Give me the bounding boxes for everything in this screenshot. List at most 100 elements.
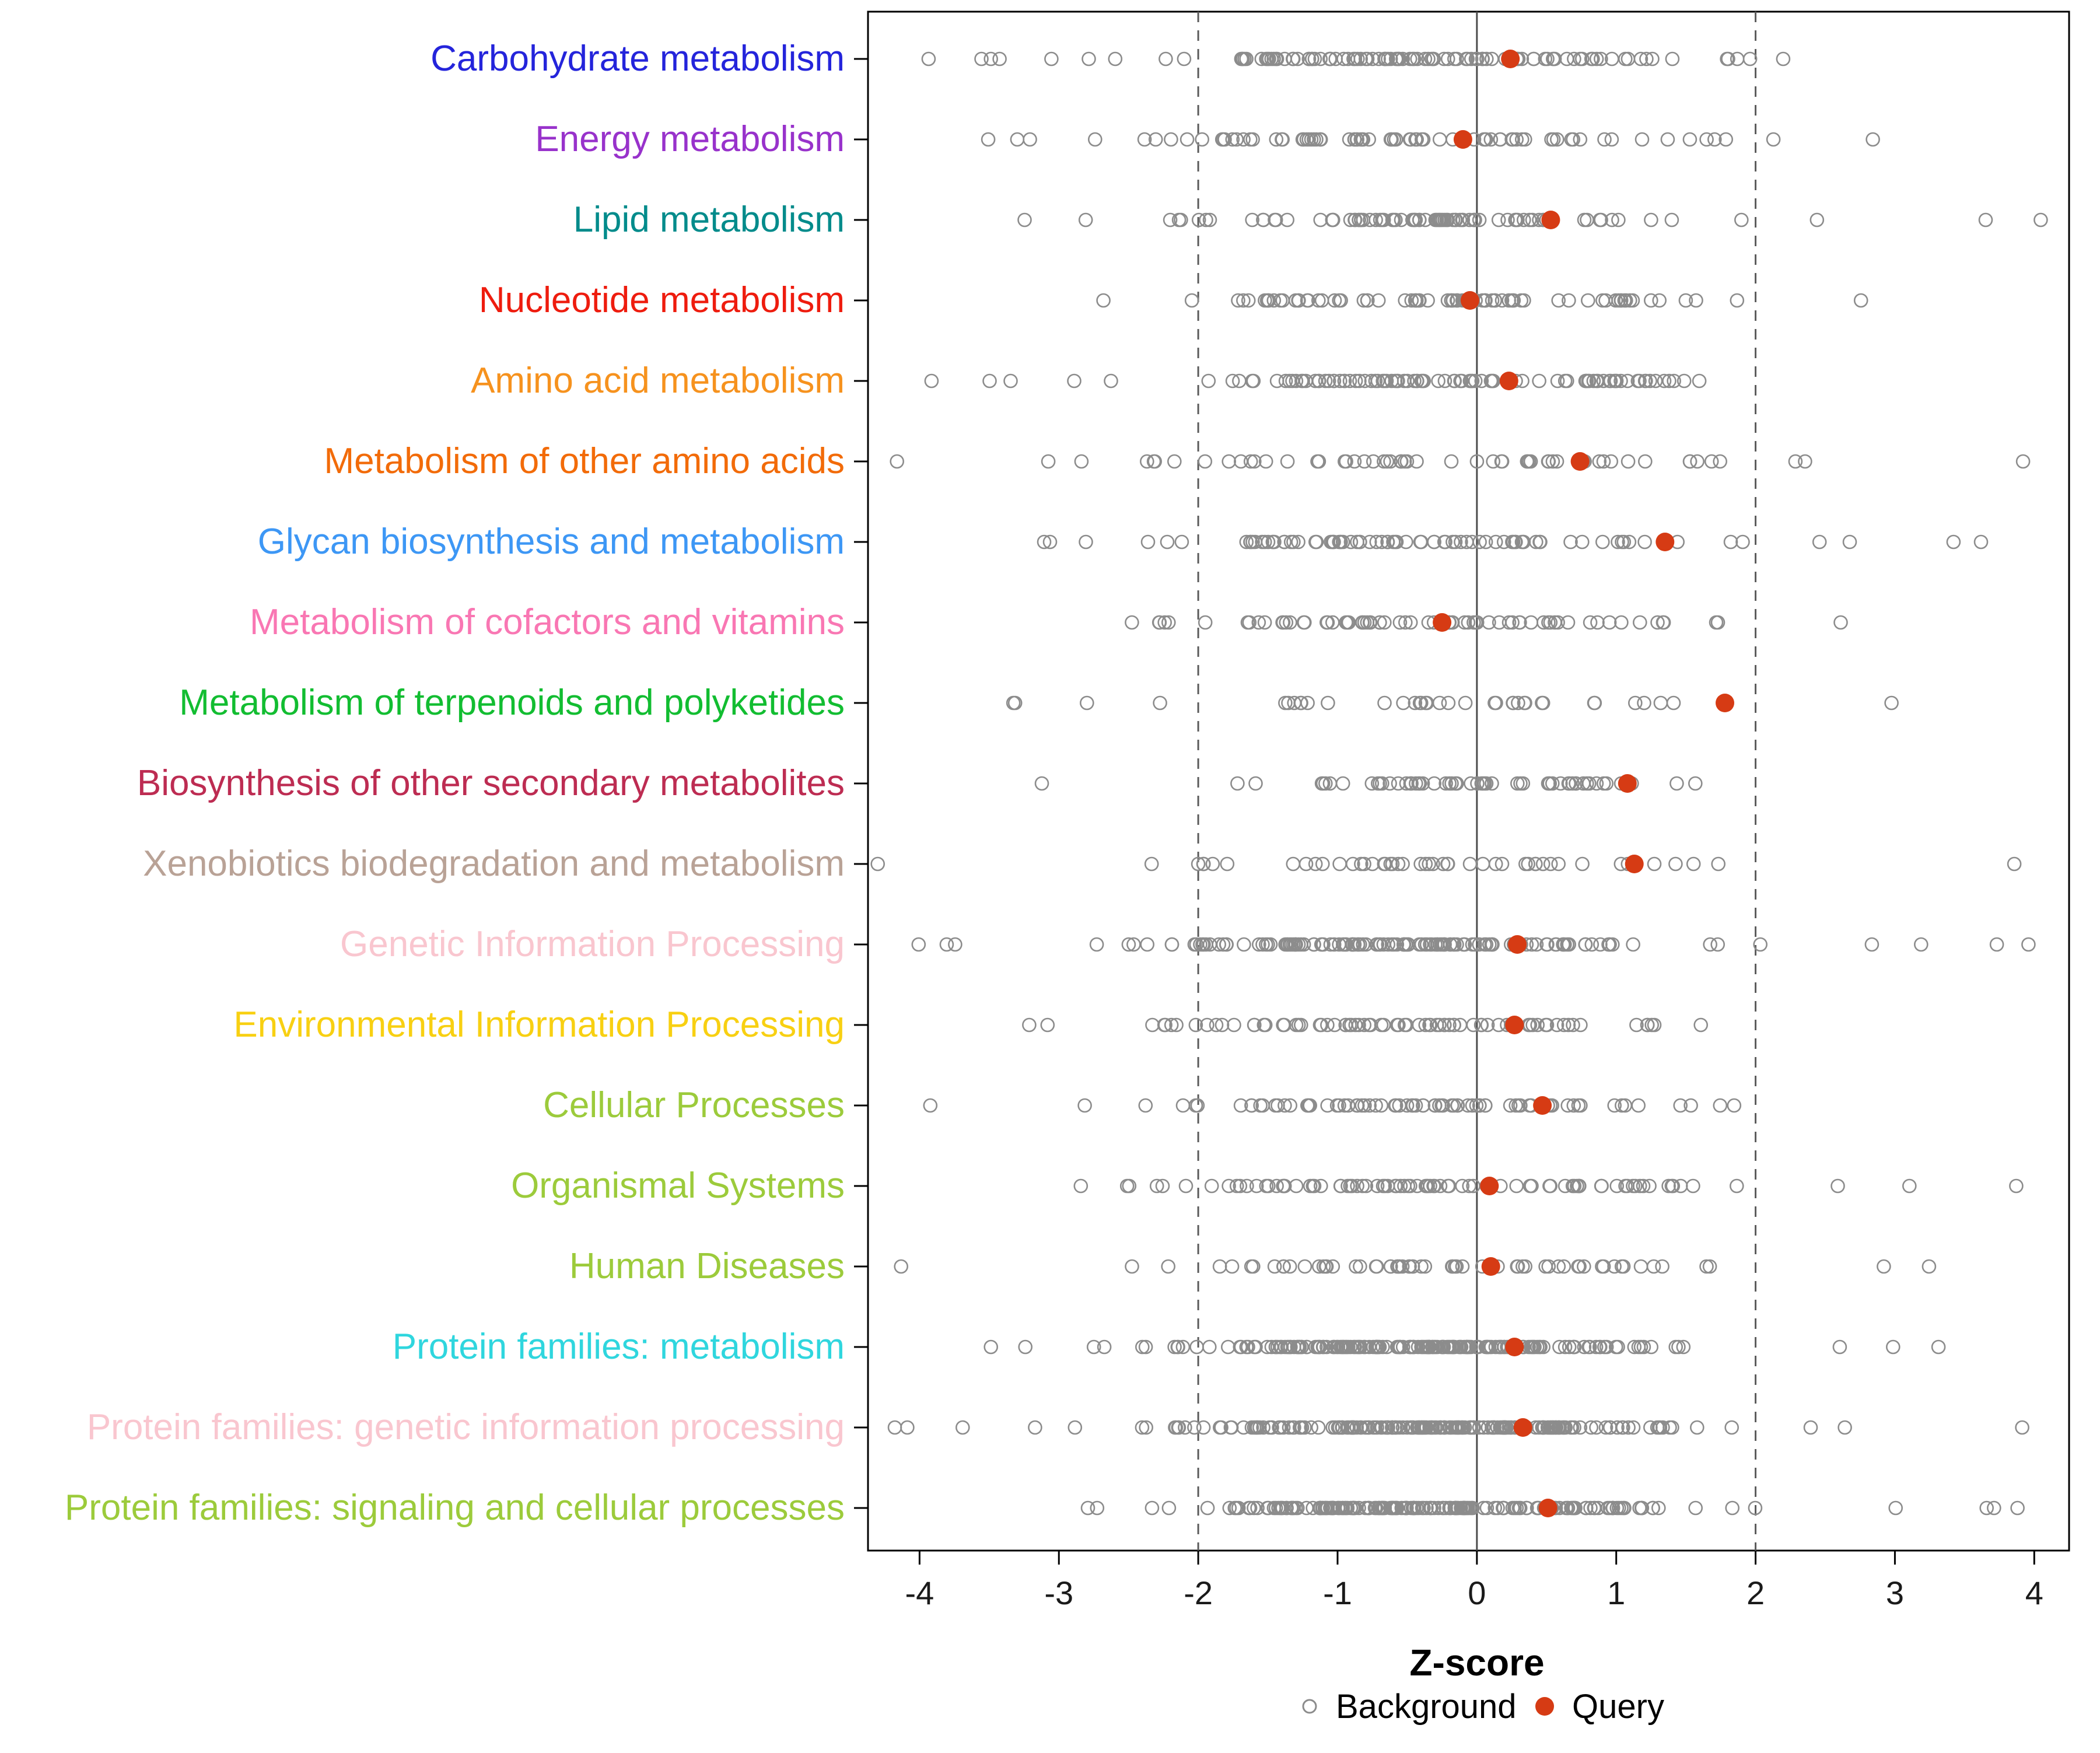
background-point bbox=[1248, 776, 1263, 791]
background-point bbox=[1491, 1017, 1506, 1033]
background-point bbox=[1333, 534, 1348, 550]
background-point bbox=[1184, 293, 1199, 308]
background-point bbox=[1237, 937, 1251, 952]
background-point bbox=[1352, 373, 1367, 389]
background-point bbox=[1465, 534, 1479, 550]
background-point bbox=[1441, 1178, 1457, 1194]
background-point bbox=[1648, 373, 1663, 389]
background-point bbox=[1335, 1420, 1349, 1435]
background-point bbox=[1264, 1339, 1279, 1355]
background-point bbox=[1583, 1500, 1598, 1516]
background-point bbox=[1230, 776, 1245, 791]
background-point bbox=[1275, 1500, 1290, 1516]
background-point bbox=[1209, 1017, 1224, 1033]
background-point bbox=[1140, 534, 1156, 550]
background-point bbox=[1436, 1098, 1450, 1113]
background-point bbox=[1594, 1178, 1609, 1194]
background-point bbox=[1444, 293, 1458, 308]
background-point bbox=[1323, 1500, 1338, 1516]
background-point bbox=[1459, 51, 1474, 67]
background-point bbox=[1566, 132, 1581, 147]
x-axis-tick-label: -1 bbox=[1323, 1574, 1352, 1611]
background-point bbox=[1595, 534, 1610, 550]
background-point bbox=[1264, 51, 1279, 67]
background-point bbox=[1352, 1017, 1366, 1033]
background-point bbox=[1248, 1339, 1263, 1355]
category-label: Xenobiotics biodegradation and metabolis… bbox=[143, 844, 845, 884]
background-point bbox=[1409, 454, 1424, 469]
background-point bbox=[1611, 534, 1625, 550]
background-point bbox=[1174, 534, 1189, 550]
category-label: Metabolism of terpenoids and polyketides bbox=[179, 683, 845, 723]
background-point bbox=[1441, 695, 1456, 711]
background-point bbox=[1511, 1098, 1526, 1113]
query-point bbox=[1501, 50, 1520, 68]
x-axis-tick-label: -3 bbox=[1044, 1574, 1073, 1611]
background-point bbox=[1266, 293, 1282, 308]
background-point bbox=[1673, 1178, 1688, 1194]
background-point bbox=[1548, 937, 1563, 952]
background-point bbox=[1628, 695, 1643, 711]
background-point bbox=[1250, 1500, 1265, 1516]
background-point bbox=[1412, 1017, 1427, 1033]
background-point bbox=[1225, 373, 1240, 389]
background-point bbox=[1389, 1178, 1404, 1194]
background-point bbox=[1989, 937, 2004, 952]
background-point bbox=[1313, 51, 1328, 67]
background-point bbox=[1368, 1098, 1383, 1113]
background-point bbox=[1028, 1420, 1042, 1435]
background-point bbox=[1642, 1178, 1657, 1194]
background-point bbox=[1725, 1500, 1740, 1516]
background-point bbox=[1126, 937, 1141, 952]
background-point bbox=[1388, 1098, 1402, 1113]
category-label: Lipid metabolism bbox=[573, 200, 845, 240]
background-point bbox=[1427, 1178, 1442, 1194]
background-point bbox=[1486, 454, 1500, 469]
background-point bbox=[1282, 937, 1297, 952]
background-point bbox=[1626, 937, 1640, 952]
background-point bbox=[1044, 51, 1059, 67]
background-point bbox=[1291, 1339, 1306, 1355]
background-point bbox=[1546, 1420, 1562, 1435]
background-point bbox=[1243, 454, 1258, 469]
background-point bbox=[1699, 132, 1714, 147]
background-point bbox=[1488, 534, 1503, 550]
background-point bbox=[1201, 373, 1216, 389]
background-point bbox=[1256, 1420, 1270, 1435]
background-point bbox=[1422, 856, 1436, 872]
plot-panel bbox=[867, 11, 2070, 1552]
background-point bbox=[1454, 373, 1469, 389]
background-point bbox=[1097, 1339, 1112, 1355]
background-point bbox=[1562, 1339, 1577, 1355]
background-point bbox=[1367, 1500, 1382, 1516]
background-point bbox=[1650, 615, 1665, 630]
background-point bbox=[1397, 1178, 1412, 1194]
background-point bbox=[1239, 534, 1254, 550]
background-point bbox=[1377, 615, 1392, 630]
background-point bbox=[1082, 51, 1096, 67]
background-point bbox=[1214, 1017, 1230, 1033]
background-point bbox=[1668, 856, 1683, 872]
category-label: Organismal Systems bbox=[511, 1166, 845, 1206]
background-point bbox=[1678, 293, 1693, 308]
background-point bbox=[1416, 373, 1431, 389]
background-point bbox=[1265, 534, 1280, 550]
background-point bbox=[1222, 454, 1236, 469]
background-point bbox=[1423, 1500, 1438, 1516]
background-point bbox=[1307, 51, 1322, 67]
background-point bbox=[1459, 1339, 1474, 1355]
background-point bbox=[1450, 937, 1464, 952]
background-point bbox=[948, 937, 963, 952]
background-point bbox=[1260, 1500, 1275, 1516]
background-point bbox=[984, 1339, 998, 1355]
background-point bbox=[1272, 1420, 1286, 1435]
background-point bbox=[1639, 51, 1654, 67]
background-point bbox=[1567, 1178, 1582, 1194]
background-point bbox=[1312, 1259, 1326, 1274]
background-point bbox=[1978, 212, 1993, 228]
background-point bbox=[1214, 132, 1230, 147]
background-point bbox=[1350, 1178, 1364, 1194]
background-point bbox=[1269, 373, 1284, 389]
background-point bbox=[1247, 1500, 1261, 1516]
background-point bbox=[1334, 293, 1348, 308]
